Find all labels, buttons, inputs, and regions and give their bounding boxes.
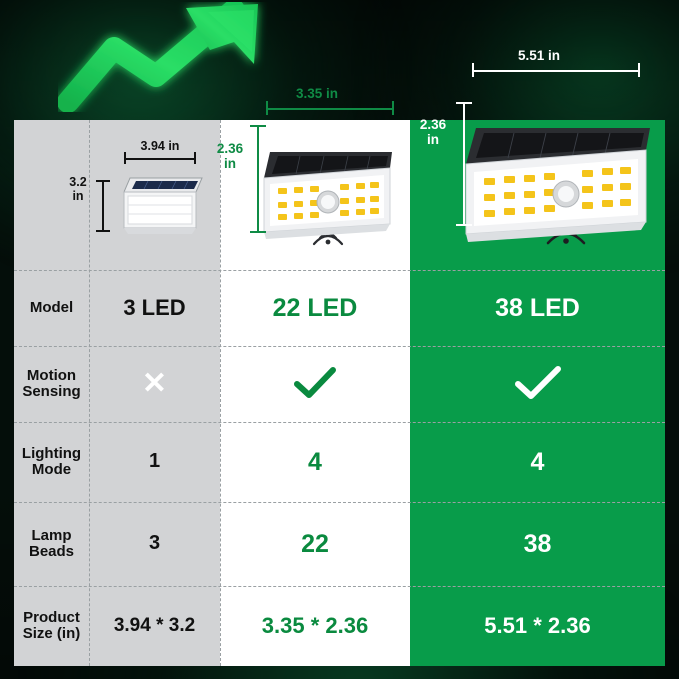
dim-tick-left-38-led xyxy=(472,63,474,77)
dim-tick-right-22-led xyxy=(392,101,394,115)
divider-vertical-1 xyxy=(89,120,90,666)
dim-height-3-led-line2: in xyxy=(72,189,84,203)
row-label-lighting-line1: Lighting xyxy=(21,444,82,462)
dim-height-line-22-led xyxy=(257,125,259,233)
cell-motion-22-led xyxy=(220,346,410,422)
dim-tick-bottom-3-led xyxy=(96,230,110,232)
divider-row-2 xyxy=(14,346,665,347)
check-icon-green xyxy=(294,367,336,398)
dim-tick-top-38-led xyxy=(456,102,472,104)
dim-width-22-led: 3.35 in xyxy=(295,86,339,101)
row-label-motion-line1: Motion xyxy=(26,366,77,384)
dim-tick-bottom-38-led xyxy=(456,224,472,226)
cell-beads-22-led: 22 xyxy=(301,529,329,558)
dim-tick-left-3-led xyxy=(124,152,126,164)
column-row-labels xyxy=(14,120,89,666)
dim-tick-right-3-led xyxy=(194,152,196,164)
cell-beads-38-led: 38 xyxy=(523,529,552,558)
cell-beads-3-led: 3 xyxy=(148,532,161,555)
product-image-38-led xyxy=(442,98,662,248)
dim-width-38-led: 5.51 in xyxy=(517,48,561,63)
comparison-table: 3.94 in 3.2 in xyxy=(14,48,665,666)
dim-height-3-led-line1: 3.2 xyxy=(69,175,87,189)
cell-lighting-3-led: 1 xyxy=(148,450,161,473)
dim-width-line-22-led xyxy=(266,108,394,110)
row-label-lamp-line1: Lamp xyxy=(31,526,72,544)
product-image-3-led xyxy=(110,162,210,252)
dim-height-38-led-line2: in xyxy=(427,132,439,147)
divider-vertical-2 xyxy=(220,120,221,666)
dim-tick-left-22-led xyxy=(266,101,268,115)
dim-height-22-led-line1: 2.36 xyxy=(216,141,244,156)
row-label-lighting-mode: Lighting Mode xyxy=(14,422,89,502)
check-icon-white xyxy=(514,366,561,399)
product-image-22-led xyxy=(242,132,402,252)
row-label-lamp-line2: Beads xyxy=(28,543,75,560)
dim-tick-top-3-led xyxy=(96,180,110,182)
row-label-motion-line2: Sensing xyxy=(22,383,81,400)
row-label-motion-sensing: Motion Sensing xyxy=(14,346,89,422)
cell-motion-38-led xyxy=(410,346,665,422)
dim-height-line-3-led xyxy=(102,180,104,232)
dim-height-38-led-line1: 2.36 xyxy=(419,117,447,132)
cell-size-22-led: 3.35 * 2.36 xyxy=(261,613,369,639)
cell-model-3-led: 3 LED xyxy=(123,295,186,321)
cell-size-3-led: 3.94 * 3.2 xyxy=(113,614,196,636)
cell-model-38-led: 38 LED xyxy=(495,293,580,322)
cell-lighting-22-led: 4 xyxy=(308,447,322,476)
row-label-model-line1: Model xyxy=(29,298,74,316)
cell-motion-3-led: ✕ xyxy=(89,346,220,422)
cell-lighting-38-led: 4 xyxy=(530,447,545,476)
dim-width-3-led: 3.94 in xyxy=(140,139,180,153)
divider-row-3 xyxy=(14,422,665,423)
divider-row-4 xyxy=(14,502,665,503)
dim-tick-bottom-22-led xyxy=(250,231,266,233)
row-label-size-line1: Product xyxy=(23,608,80,626)
cross-icon: ✕ xyxy=(141,367,168,400)
row-label-lamp-beads: Lamp Beads xyxy=(14,502,89,586)
dim-height-line-38-led xyxy=(463,102,465,226)
row-label-product-size: Product Size (in) xyxy=(14,586,89,666)
divider-row-1 xyxy=(14,270,665,271)
dim-tick-right-38-led xyxy=(638,63,640,77)
growth-arrow-icon xyxy=(58,2,338,112)
dim-tick-top-22-led xyxy=(250,125,266,127)
row-label-model: Model xyxy=(14,270,89,346)
dim-height-22-led-line2: in xyxy=(224,156,236,171)
divider-row-5 xyxy=(14,586,665,587)
cell-size-38-led: 5.51 * 2.36 xyxy=(484,613,591,639)
dim-width-line-38-led xyxy=(472,70,640,72)
dim-width-line-3-led xyxy=(124,158,196,160)
row-label-lighting-line2: Mode xyxy=(31,461,72,478)
row-label-size-line2: Size (in) xyxy=(22,625,81,642)
cell-model-22-led: 22 LED xyxy=(272,293,358,322)
